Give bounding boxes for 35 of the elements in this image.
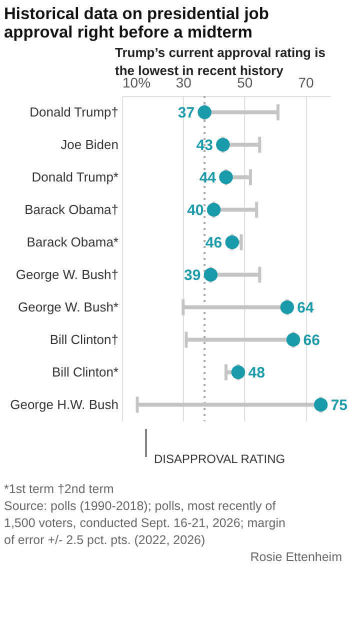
text: *1st term †2nd term — [4, 482, 114, 496]
text: Rosie Ettenheim — [250, 550, 342, 564]
source-note: Source: polls (1990-2018); polls, most recently of 1,500 voters, conducted Sept. 16-21, 2026; margin of error +/- 2.5 pct. pts. (2022, 2026) — [4, 499, 286, 547]
y-tick-label: Barack Obama* — [26, 234, 118, 250]
data-label: 44 — [199, 169, 217, 186]
y-tick-label: Joe Biden — [60, 136, 118, 152]
point — [231, 365, 246, 380]
point — [225, 235, 240, 250]
point — [219, 170, 233, 184]
y-tick-label: Donald Trump† — [30, 104, 118, 120]
data-label: 64 — [297, 299, 315, 316]
data-label: 37 — [178, 104, 195, 122]
data-label: 39 — [184, 266, 201, 284]
y-tick-label: Bill Clinton* — [52, 364, 118, 380]
point — [280, 300, 294, 314]
y-tick-label: Bill Clinton† — [50, 332, 118, 347]
data-label: 48 — [248, 364, 265, 382]
data-label: 75 — [330, 396, 348, 414]
data-label: 43 — [196, 136, 213, 154]
point — [314, 398, 328, 412]
point — [206, 202, 221, 217]
point — [204, 268, 218, 282]
text: DISAPPROVAL RATING — [154, 452, 286, 466]
y-tick-label: George H.W. Bush — [10, 396, 118, 412]
y-tick-label: George W. Bush† — [16, 266, 118, 282]
point — [286, 332, 300, 347]
point — [198, 105, 212, 120]
data-label: 66 — [303, 332, 320, 349]
y-tick-label: Barack Obama† — [24, 202, 118, 217]
y-tick-label: George W. Bush* — [18, 299, 118, 314]
data-label: 46 — [205, 234, 222, 252]
data-label: 40 — [187, 202, 204, 219]
y-tick-label: Donald Trump* — [32, 169, 118, 184]
chart-title: Historical data on presidential job approval right before a midterm — [4, 5, 269, 42]
point — [216, 138, 230, 152]
